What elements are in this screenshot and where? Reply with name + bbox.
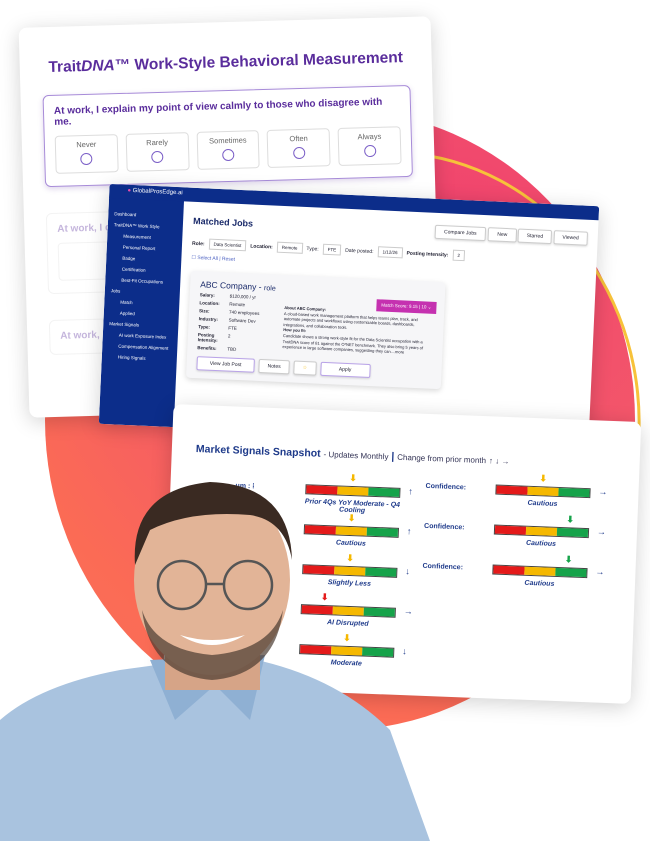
radio-button[interactable]: [222, 148, 235, 162]
intensity-input[interactable]: 2: [452, 249, 466, 262]
trend-arrow-icon: →: [598, 486, 608, 497]
tab-new[interactable]: New: [487, 227, 517, 243]
job-about: About ABC Company: A cloud-based work man…: [282, 305, 424, 355]
option-label: Never: [76, 139, 97, 150]
signal-label: Confidence:: [423, 522, 465, 532]
trend-arrows-legend: ↑ ↓ →: [488, 456, 510, 467]
brand-name: GlobalProsEdge.ai: [132, 188, 183, 197]
option-sometimes[interactable]: Sometimes: [196, 130, 261, 170]
signal-pointer-icon: ⬇: [564, 554, 573, 565]
location-label: Location:: [250, 242, 273, 250]
option-label: Often: [289, 133, 308, 144]
role-input[interactable]: Data Scientist: [208, 238, 247, 252]
option-often[interactable]: Often: [266, 128, 331, 168]
sidebar: Dashboard TraitDNA™ Work Style Measurement…: [98, 184, 185, 428]
star-icon[interactable]: ☆: [293, 360, 317, 376]
signal-gauge: [495, 484, 591, 499]
signal-gauge: [493, 524, 590, 539]
radio-button[interactable]: [151, 150, 164, 164]
assessment-title: TraitDNA™ Work-Style Behavioral Measurem…: [48, 49, 404, 77]
type-label: Type:: [306, 245, 319, 253]
compare-jobs-button[interactable]: Compare Jobs: [434, 224, 486, 242]
select-all-link[interactable]: Select All: [197, 255, 218, 262]
view-job-post-button[interactable]: View Job Post: [196, 356, 255, 373]
type-input[interactable]: FTE: [322, 243, 342, 256]
option-label: Always: [357, 131, 382, 142]
tab-viewed[interactable]: Viewed: [553, 230, 589, 246]
notes-button[interactable]: Notes: [258, 358, 290, 375]
tab-starred[interactable]: Starred: [517, 228, 553, 245]
market-title: Market Signals Snapshot - Updates Monthl…: [195, 443, 510, 467]
date-input[interactable]: 1/12/26: [377, 246, 403, 259]
intensity-label: Posting Intensity:: [406, 250, 449, 258]
signal-status: Cautious: [524, 579, 555, 588]
option-always[interactable]: Always: [337, 126, 402, 166]
date-label: Date posted:: [345, 247, 374, 255]
signal-status: Cautious: [527, 499, 558, 508]
question-text: At work, I explain my point of view calm…: [53, 96, 383, 128]
signal-gauge: [492, 564, 588, 579]
role-label: Role:: [191, 240, 205, 247]
sidebar-item[interactable]: Hiring Signals: [117, 354, 146, 361]
logo-icon: ●: [127, 187, 132, 194]
radio-button[interactable]: [80, 152, 93, 166]
person-photo: [0, 482, 430, 841]
reset-link[interactable]: Reset: [221, 256, 236, 263]
option-never[interactable]: Never: [54, 134, 119, 174]
location-input[interactable]: Remote: [276, 241, 303, 254]
radio-button[interactable]: [363, 144, 376, 158]
option-rarely[interactable]: Rarely: [125, 132, 190, 172]
apply-button[interactable]: Apply: [319, 361, 371, 379]
option-label: Rarely: [146, 137, 169, 148]
job-card: ABC Company - role Salary: $120,000 / yr L…: [185, 270, 446, 390]
signal-status: Cautious: [525, 539, 557, 548]
option-label: Sometimes: [208, 135, 247, 146]
signal-label: Confidence:: [425, 482, 467, 492]
radio-button[interactable]: [292, 146, 306, 160]
page-title: Matched Jobs: [192, 215, 254, 229]
trend-arrow-icon: →: [596, 526, 607, 537]
question-card: At work, I explain my point of view calm…: [42, 84, 413, 188]
signal-pointer-icon: ⬇: [539, 473, 548, 484]
signal-pointer-icon: ⬇: [566, 514, 575, 525]
trend-arrow-icon: →: [595, 566, 605, 577]
